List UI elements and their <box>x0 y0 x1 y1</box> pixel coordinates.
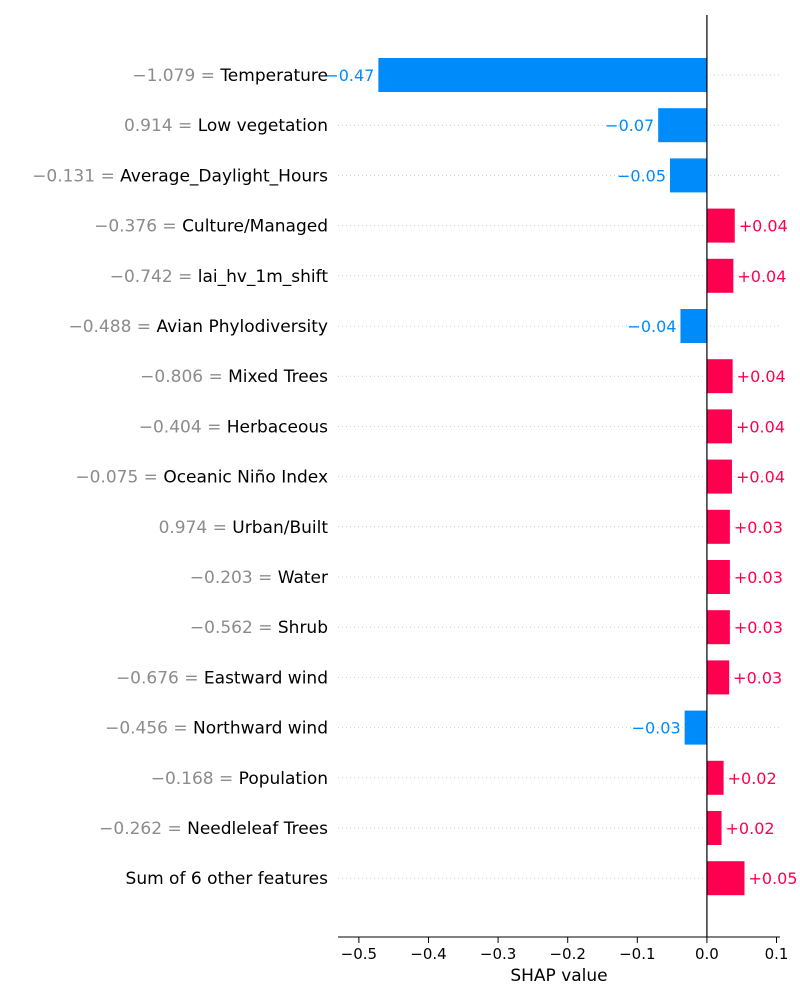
bar <box>706 459 732 494</box>
feature-value: −0.131 = <box>32 166 120 186</box>
data-label: +0.03 <box>734 568 783 587</box>
feature-name: Oceanic Niño Index <box>163 468 328 488</box>
feature-value: −0.168 = <box>151 769 239 789</box>
data-label: −0.47 <box>325 66 374 85</box>
feature-label: Sum of 6 other features <box>126 869 329 889</box>
feature-label: −0.168 = Population <box>151 769 328 789</box>
x-tick-label: −0.2 <box>549 945 585 963</box>
feature-name: Culture/Managed <box>182 217 328 237</box>
feature-name: Mixed Trees <box>228 367 328 387</box>
data-label: −0.03 <box>632 719 681 738</box>
feature-label: −0.376 = Culture/Managed <box>94 217 328 237</box>
bar <box>706 560 730 594</box>
feature-label: −0.203 = Water <box>190 568 328 588</box>
bar <box>670 158 707 193</box>
data-label: −0.04 <box>627 317 676 336</box>
feature-name: Urban/Built <box>232 518 328 538</box>
data-label: +0.03 <box>733 668 782 687</box>
feature-label: −0.742 = lai_hv_1m_shift <box>110 267 329 287</box>
bar <box>658 108 707 143</box>
feature-name: Temperature <box>219 66 328 86</box>
bar <box>706 811 722 845</box>
feature-name: Low vegetation <box>198 116 328 136</box>
feature-value: −0.456 = <box>105 719 193 739</box>
feature-value: −0.262 = <box>99 819 187 839</box>
data-label: +0.04 <box>737 367 786 386</box>
x-axis: −0.5 −0.4 −0.3 −0.2 −0.1 0.0 0.1 <box>338 936 789 963</box>
bar <box>706 359 733 394</box>
x-tick-label: −0.4 <box>410 945 446 963</box>
data-label: +0.03 <box>734 518 783 537</box>
labels-group: −0.47−1.079 = Temperature−0.070.914 = Lo… <box>32 66 797 889</box>
feature-name: lai_hv_1m_shift <box>198 267 329 287</box>
feature-label: −1.079 = Temperature <box>132 66 328 86</box>
feature-value: −0.075 = <box>75 468 163 488</box>
data-label: −0.05 <box>617 166 666 185</box>
feature-value: −0.676 = <box>116 668 204 688</box>
feature-value: −0.742 = <box>110 267 198 287</box>
feature-name: Water <box>278 568 328 588</box>
feature-label: −0.131 = Average_Daylight_Hours <box>32 166 328 186</box>
bar <box>706 610 730 645</box>
feature-name: Herbaceous <box>227 417 328 437</box>
feature-label: −0.456 = Northward wind <box>105 719 328 739</box>
x-tick-label: 0.0 <box>695 945 719 963</box>
feature-value: −0.376 = <box>94 217 182 237</box>
feature-value: 0.974 = <box>159 518 233 538</box>
x-axis-title: SHAP value <box>510 966 607 986</box>
feature-name: Sum of 6 other features <box>126 869 329 889</box>
bar <box>706 861 745 896</box>
feature-value: 0.914 = <box>124 116 198 136</box>
feature-label: −0.806 = Mixed Trees <box>140 367 328 387</box>
bar <box>706 208 735 243</box>
bar <box>706 760 724 795</box>
feature-label: −0.404 = Herbaceous <box>139 417 328 437</box>
data-label: −0.07 <box>605 116 654 135</box>
feature-name: Needleleaf Trees <box>187 819 328 839</box>
data-label: +0.02 <box>728 769 777 788</box>
bar <box>706 509 730 544</box>
data-label: +0.04 <box>737 267 786 286</box>
bar <box>706 258 734 293</box>
bars-group <box>378 58 745 896</box>
feature-name: Avian Phylodiversity <box>156 317 328 337</box>
bar <box>706 409 732 444</box>
feature-value: −0.404 = <box>139 417 227 437</box>
feature-label: −0.488 = Avian Phylodiversity <box>68 317 328 337</box>
feature-value: −0.806 = <box>140 367 228 387</box>
feature-name: Shrub <box>278 618 328 638</box>
feature-name: Northward wind <box>193 719 328 739</box>
feature-value: −0.203 = <box>190 568 278 588</box>
x-tick-label: −0.5 <box>341 945 377 963</box>
x-tick-label: −0.1 <box>619 945 655 963</box>
feature-name: Average_Daylight_Hours <box>120 166 328 186</box>
feature-value: −0.488 = <box>68 317 156 337</box>
feature-name: Eastward wind <box>204 668 328 688</box>
data-label: +0.04 <box>739 217 788 236</box>
feature-label: −0.075 = Oceanic Niño Index <box>75 468 328 488</box>
feature-value: −1.079 = <box>132 66 220 86</box>
feature-label: 0.914 = Low vegetation <box>124 116 328 136</box>
feature-label: −0.562 = Shrub <box>190 618 328 638</box>
feature-label: −0.676 = Eastward wind <box>116 668 328 688</box>
data-label: +0.05 <box>749 869 798 888</box>
data-label: +0.04 <box>736 468 785 487</box>
feature-label: −0.262 = Needleleaf Trees <box>99 819 328 839</box>
feature-name: Population <box>239 769 328 789</box>
feature-value: −0.562 = <box>190 618 278 638</box>
data-label: +0.02 <box>726 819 775 838</box>
x-tick-label: −0.3 <box>480 945 516 963</box>
x-tick-label: 0.1 <box>765 945 789 963</box>
data-label: +0.03 <box>734 618 783 637</box>
data-label: +0.04 <box>736 417 785 436</box>
bar <box>706 660 730 695</box>
feature-label: 0.974 = Urban/Built <box>159 518 329 538</box>
bar <box>378 58 707 92</box>
bar <box>684 710 707 745</box>
bar <box>680 309 707 343</box>
